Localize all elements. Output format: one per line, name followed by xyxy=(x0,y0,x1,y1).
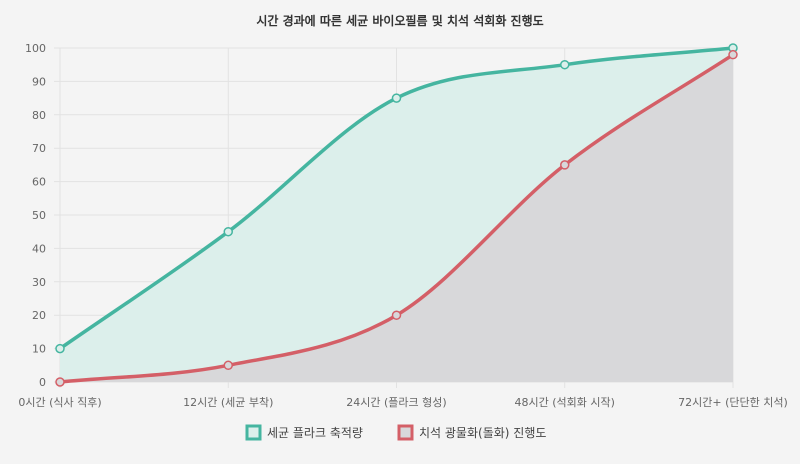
x-tick-label: 48시간 (석회화 시작) xyxy=(515,396,615,409)
series-area-2-overlay xyxy=(60,54,733,383)
x-tick-label: 72시간+ (단단한 치석) xyxy=(678,396,788,409)
data-point xyxy=(223,226,233,237)
tick-layer: 0 10 20 30 40 50 60 70 80 90 100 0시간 (식사 직후) 12시간 (세… xyxy=(18,42,787,409)
x-tick-label: 24시간 (플라크 형성) xyxy=(346,396,446,409)
legend-swatch xyxy=(245,424,262,441)
data-point xyxy=(560,59,570,70)
data-point xyxy=(728,49,738,60)
point-layer xyxy=(55,43,738,387)
y-tick-label: 70 xyxy=(32,142,46,155)
y-tick-label: 20 xyxy=(32,309,46,322)
x-tick-label: 12시간 (세균 부착) xyxy=(183,396,273,409)
y-tick-label: 100 xyxy=(25,42,46,55)
y-tick-label: 30 xyxy=(32,276,46,289)
data-point xyxy=(223,360,233,371)
y-tick-label: 80 xyxy=(32,109,46,122)
legend-label: 세균 플라크 축적량 xyxy=(267,426,363,440)
legend-label: 치석 광물화(돌화) 진행도 xyxy=(419,425,546,440)
data-point xyxy=(55,343,65,354)
y-tick-label: 10 xyxy=(32,343,46,356)
y-tick-label: 50 xyxy=(32,209,46,222)
data-point xyxy=(391,310,402,320)
area-layer xyxy=(60,48,733,383)
y-tick-label: 0 xyxy=(39,376,46,389)
y-tick-label: 90 xyxy=(32,75,46,88)
data-point xyxy=(560,160,570,170)
legend-swatch xyxy=(397,424,414,441)
data-point xyxy=(391,93,402,103)
y-tick-label: 60 xyxy=(32,176,46,189)
data-point xyxy=(55,377,65,387)
y-tick-label: 40 xyxy=(32,242,46,255)
series-line-2 xyxy=(58,52,735,384)
chart-title: 시간 경과에 따른 세균 바이오필름 및 치석 석회화 진행도 xyxy=(256,13,543,28)
x-tick-label: 0시간 (식사 직후) xyxy=(18,396,101,409)
legend: 세균 플라크 축적량 치석 광물화(돌화) 진행도 xyxy=(245,424,546,441)
